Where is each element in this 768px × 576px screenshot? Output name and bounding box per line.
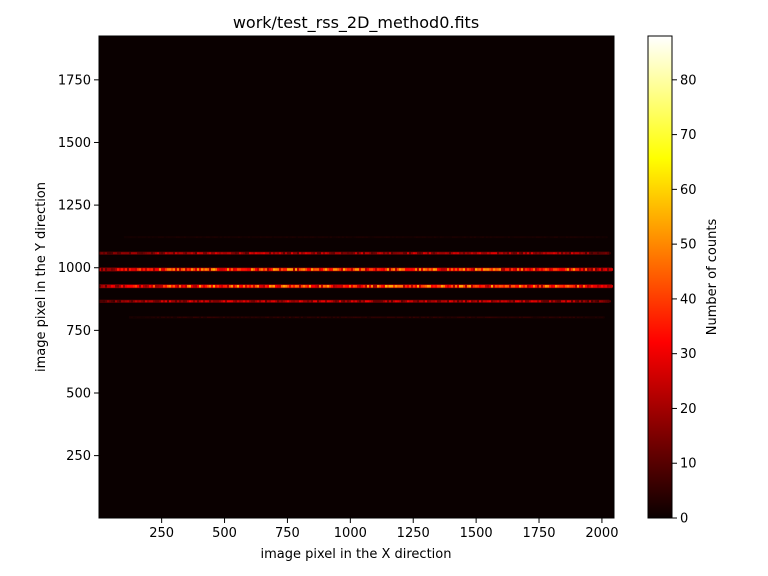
plot-frame xyxy=(98,35,615,519)
plot-area xyxy=(99,36,614,518)
x-tick-label: 500 xyxy=(212,526,237,541)
y-tick-label: 1000 xyxy=(58,261,91,276)
colorbar xyxy=(647,35,673,519)
emission-bands xyxy=(99,235,613,319)
colorbar-tick-label: 10 xyxy=(680,457,697,472)
emission-band xyxy=(99,299,611,303)
y-tick-label: 250 xyxy=(66,449,91,464)
x-tick-label: 750 xyxy=(275,526,300,541)
colorbar-tick-label: 0 xyxy=(680,512,688,527)
colorbar-tick-label: 80 xyxy=(680,73,697,88)
x-axis: 250 500 750 1000 1250 1500 1750 2000 xyxy=(149,518,618,541)
colorbar-axis: 0 10 20 30 40 50 60 70 80 xyxy=(672,73,697,527)
colorbar-label: Number of counts xyxy=(705,219,720,336)
y-tick-label: 1750 xyxy=(58,73,91,88)
emission-band xyxy=(99,267,613,272)
x-tick-label: 1250 xyxy=(397,526,430,541)
y-tick-label: 500 xyxy=(66,386,91,401)
emission-band xyxy=(99,251,611,255)
emission-band xyxy=(123,235,608,239)
x-tick-label: 1750 xyxy=(522,526,555,541)
x-tick-label: 1500 xyxy=(460,526,493,541)
colorbar-tick-label: 20 xyxy=(680,402,697,417)
chart-title: work/test_rss_2D_method0.fits xyxy=(233,13,479,33)
colorbar-tick-label: 60 xyxy=(680,183,697,198)
y-tick-label: 1250 xyxy=(58,199,91,214)
colorbar-tick-label: 50 xyxy=(680,238,697,253)
x-axis-label: image pixel in the X direction xyxy=(261,547,452,562)
x-tick-label: 1000 xyxy=(334,526,367,541)
x-tick-label: 250 xyxy=(149,526,174,541)
y-axis-label: image pixel in the Y direction xyxy=(34,182,49,372)
colorbar-tick-label: 70 xyxy=(680,128,697,143)
y-tick-label: 1500 xyxy=(58,136,91,151)
emission-band xyxy=(128,316,605,319)
colorbar-tick-label: 30 xyxy=(680,347,697,362)
y-axis: 250 500 750 1000 1250 1500 1750 xyxy=(58,73,99,464)
emission-band xyxy=(99,284,613,289)
x-tick-label: 2000 xyxy=(585,526,618,541)
y-tick-label: 750 xyxy=(66,324,91,339)
colorbar-tick-label: 40 xyxy=(680,292,697,307)
